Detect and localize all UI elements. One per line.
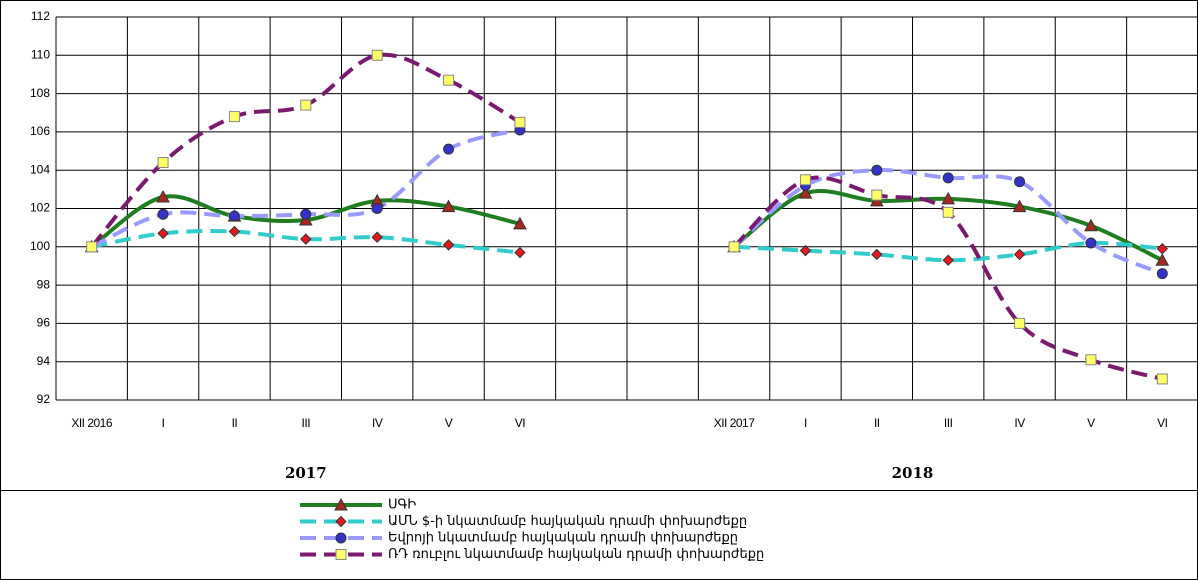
data-point [86,241,98,253]
x-tick-label: II [874,416,880,430]
data-point [871,248,883,261]
data-point [300,233,312,245]
x-tick-label: I [162,416,165,430]
x-tick-label: IV [1014,416,1025,430]
x-tick-label: III [944,416,953,430]
data-point [798,186,813,199]
data-point [156,189,170,203]
data-point [942,172,954,184]
y-tick-label: 98 [37,277,51,291]
x-tick-label: VI [515,416,526,430]
data-point [728,241,740,253]
data-point [228,210,240,222]
data-point [941,191,956,205]
y-tick-label: 94 [37,354,51,368]
data-point [1155,253,1170,266]
data-point [1084,218,1098,232]
legend-label: ԱՄՆ $-ի նկատմամբ հայկական դրամի փոխարժեք… [388,514,747,529]
y-tick-label: 102 [30,201,50,215]
y-tick-label: 110 [31,47,50,61]
data-point [300,99,312,111]
y-tick-label: 106 [30,124,50,138]
data-point [1014,317,1026,329]
data-point [1013,248,1026,261]
data-point [442,239,455,251]
y-tick-label: 92 [37,392,51,406]
data-point [871,189,883,201]
y-tick-label: 112 [31,9,50,23]
x-tick-label: III [302,416,311,430]
data-point [1085,354,1097,366]
legend-label: ՍԳԻ [388,498,416,513]
x-tick-label: XII 2016 [71,416,113,430]
data-point [371,231,383,243]
legend-marker [334,497,348,511]
x-tick-label: IV [372,416,383,430]
data-point [799,174,811,186]
data-point [799,244,812,257]
data-point [942,254,954,266]
data-point [514,116,526,128]
data-point [228,111,240,123]
x-tick-label: VI [1157,416,1168,430]
data-point [1014,176,1026,188]
data-point [1012,199,1027,213]
legend-marker [335,515,347,528]
data-point [443,143,455,155]
data-point [371,203,383,214]
x-tick-label: II [232,416,238,430]
data-point [942,206,954,218]
x-tick-label: V [445,416,453,430]
data-point [443,74,455,86]
data-point [513,216,527,230]
data-point [441,199,456,213]
x-tick-label: XII 2017 [714,416,756,430]
data-point [871,164,883,176]
data-point [1085,237,1097,249]
data-point [157,227,169,240]
y-tick-label: 100 [30,239,50,253]
y-tick-label: 108 [30,86,50,100]
data-point [371,49,383,61]
data-point [157,157,169,169]
data-point [157,208,169,220]
legend-marker [335,532,347,544]
data-point [1156,243,1169,255]
data-point [1156,373,1168,385]
y-tick-label: 96 [37,316,51,330]
data-point [300,208,312,220]
data-point [1156,268,1168,280]
legend-label: ՌԴ ռուբլու նկատմամբ հայկական դրամի փոխար… [388,547,764,562]
legend-label: Եվրոյի նկատմամբ հայկական դրամի փոխարժեքը [388,531,738,546]
x-tick-label: V [1087,416,1095,430]
data-point [514,246,526,259]
y-tick-label: 104 [30,162,50,176]
group-label: 2018 [892,464,934,482]
data-point [228,225,241,238]
group-label: 2017 [285,464,327,482]
legend-marker [335,549,347,560]
x-tick-label: I [804,416,807,430]
